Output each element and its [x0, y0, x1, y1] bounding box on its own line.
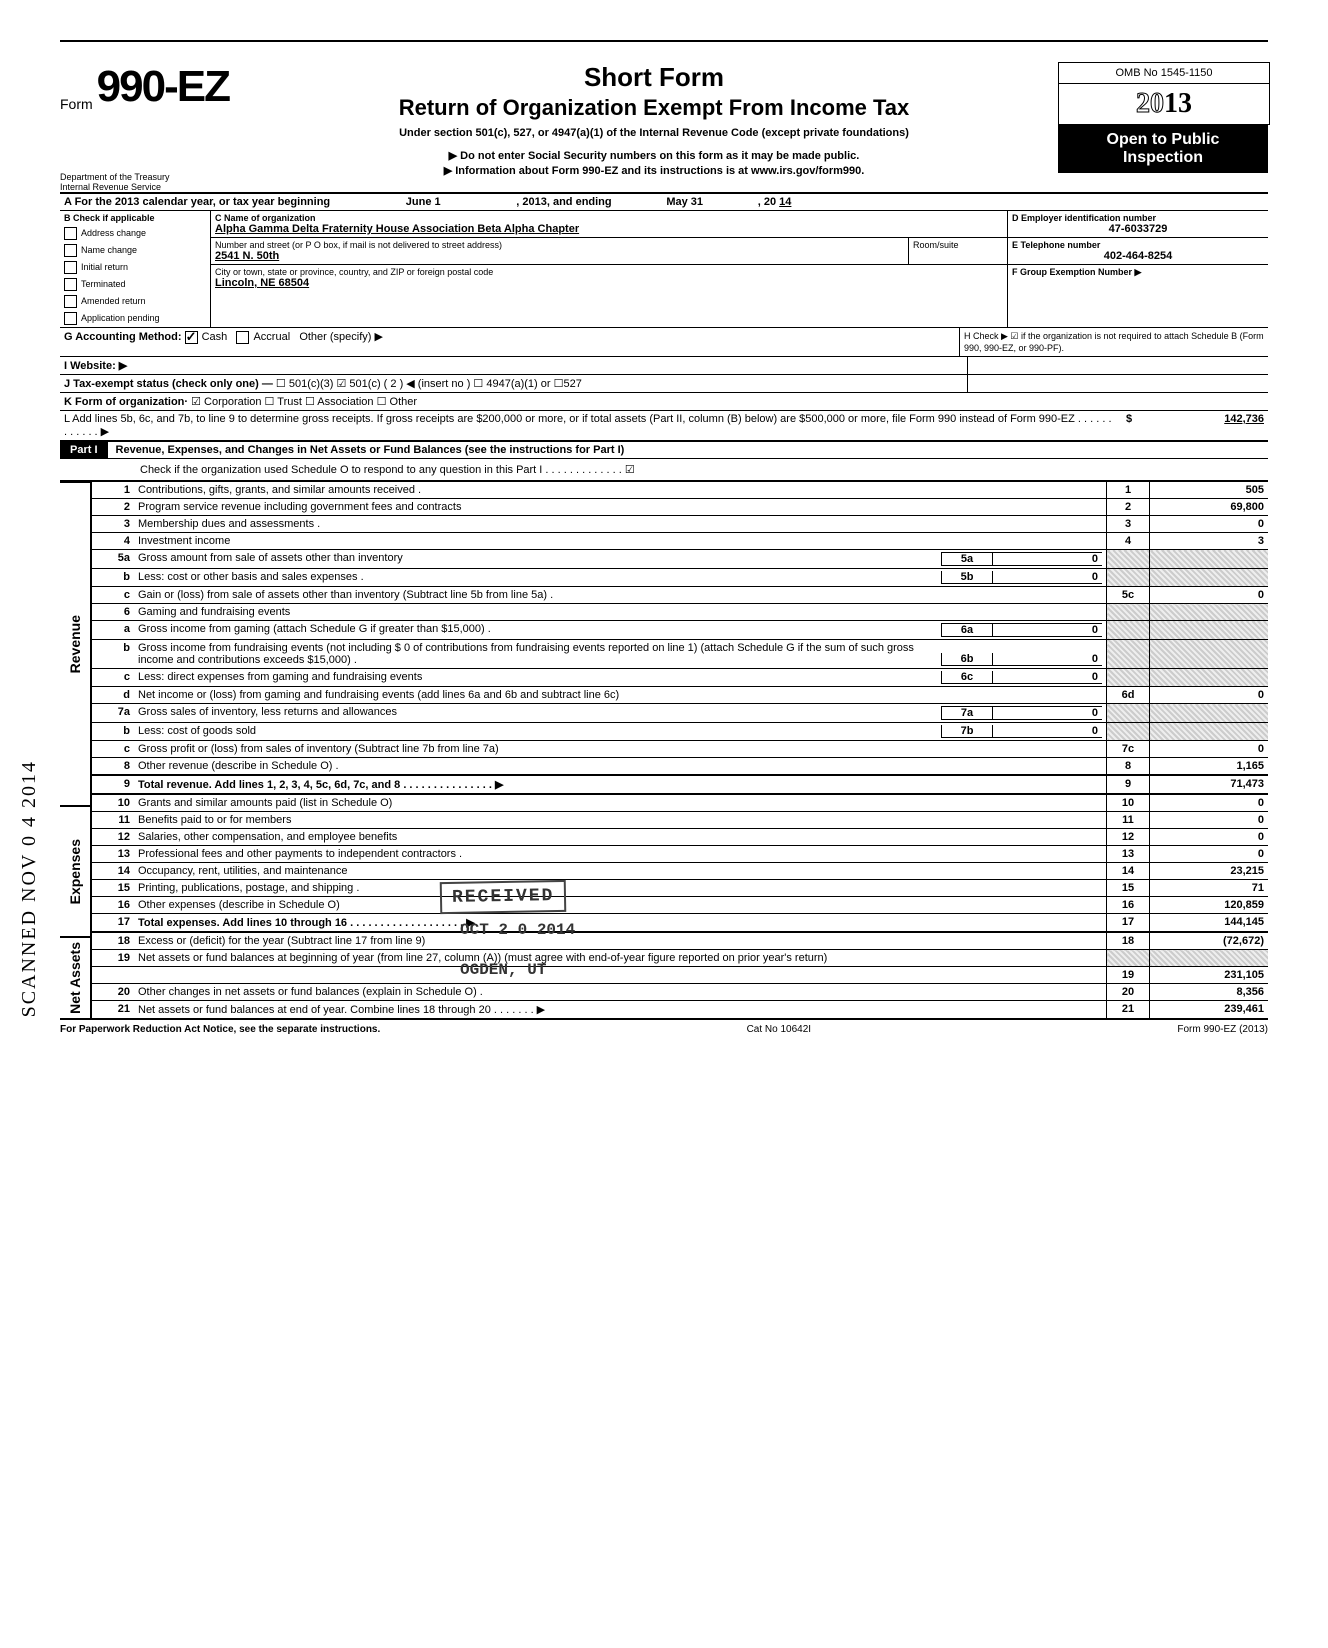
year-outline: 20	[1136, 88, 1164, 119]
line-a-begin: June 1	[333, 196, 513, 208]
line-g-label: G Accounting Method:	[64, 331, 182, 343]
box-e-label: E Telephone number	[1012, 240, 1264, 250]
line-a-mid: , 2013, and ending	[516, 196, 611, 208]
line-a-text: A For the 2013 calendar year, or tax yea…	[64, 196, 330, 208]
short-form-title: Short Form	[250, 62, 1058, 93]
part1-header: Part I Revenue, Expenses, and Changes in…	[60, 440, 1268, 459]
lines-table: 1Contributions, gifts, grants, and simil…	[92, 481, 1268, 1018]
line-l: L Add lines 5b, 6c, and 7b, to line 9 to…	[60, 410, 1268, 440]
line-a-yr-val: 14	[779, 196, 791, 208]
addr-label: Number and street (or P O box, if mail i…	[215, 240, 904, 250]
line-a-yr: , 20	[758, 196, 776, 208]
title-block: Short Form Return of Organization Exempt…	[250, 62, 1058, 179]
main-title: Return of Organization Exempt From Incom…	[250, 95, 1058, 121]
form-header: Form 990-EZ Department of the Treasury I…	[60, 62, 1268, 192]
line-l-text: L Add lines 5b, 6c, and 7b, to line 9 to…	[64, 413, 1114, 438]
line-k: K Form of organization· ☑ Corporation ☐ …	[60, 392, 1268, 410]
line-a-end: May 31	[615, 196, 755, 208]
label-expenses: Expenses	[65, 835, 85, 908]
box-f-label: F Group Exemption Number ▶	[1012, 267, 1264, 278]
checkbox-name-change[interactable]	[64, 244, 77, 257]
box-d-label: D Employer identification number	[1012, 213, 1264, 223]
form-word: Form	[60, 96, 93, 112]
subtitle-2: ▶ Do not enter Social Security numbers o…	[250, 149, 1058, 162]
checkbox-pending[interactable]	[64, 312, 77, 325]
line-h: H Check ▶ ☑ if the organization is not r…	[964, 331, 1264, 353]
omb-box: OMB No 1545-1150	[1058, 62, 1270, 84]
checkbox-terminated[interactable]	[64, 278, 77, 291]
box-c-label: C Name of organization	[215, 213, 1003, 223]
part1-body: Revenue Expenses Net Assets 1Contributio…	[60, 481, 1268, 1018]
section-labels: Revenue Expenses Net Assets	[60, 481, 92, 1018]
footer-right: Form 990-EZ (2013)	[1177, 1024, 1268, 1035]
checkbox-cash[interactable]	[185, 331, 198, 344]
line-l-dollar: $	[1114, 413, 1144, 438]
footer-mid: Cat No 10642I	[747, 1024, 812, 1035]
line-k-opts: ☑ Corporation ☐ Trust ☐ Association ☐ Ot…	[191, 396, 417, 408]
box-b: B Check if applicable Address change Nam…	[60, 211, 211, 327]
form-number-text: 990-EZ	[97, 62, 229, 112]
line-j: J Tax-exempt status (check only one) — ☐…	[60, 374, 1268, 392]
footer: For Paperwork Reduction Act Notice, see …	[60, 1018, 1268, 1035]
checkbox-amended[interactable]	[64, 295, 77, 308]
line-i-label: I Website: ▶	[64, 360, 127, 372]
line-i: I Website: ▶	[60, 356, 1268, 374]
open-inspection-box: Open to Public Inspection	[1058, 125, 1268, 173]
part1-label: Part I	[60, 442, 108, 458]
form-number: Form 990-EZ	[60, 62, 250, 112]
box-def: D Employer identification number 47-6033…	[1008, 211, 1268, 327]
scanned-stamp: SCANNED NOV 0 4 2014	[18, 760, 41, 1017]
city: Lincoln, NE 68504	[215, 277, 1003, 289]
checkbox-initial-return[interactable]	[64, 261, 77, 274]
box-c: C Name of organization Alpha Gamma Delta…	[211, 211, 1008, 327]
line-j-opts: ☐ 501(c)(3) ☑ 501(c) ( 2 ) ◀ (insert no …	[276, 378, 582, 390]
dept-text: Department of the Treasury Internal Reve…	[60, 172, 250, 192]
year-box: 2013	[1058, 84, 1270, 125]
part1-check: Check if the organization used Schedule …	[60, 459, 1268, 481]
checkbox-accrual[interactable]	[236, 331, 249, 344]
year-solid: 13	[1164, 88, 1192, 119]
info-block: B Check if applicable Address change Nam…	[60, 210, 1268, 327]
addr: 2541 N. 50th	[215, 250, 904, 262]
room-label: Room/suite	[913, 240, 1003, 250]
label-netassets: Net Assets	[65, 938, 85, 1018]
subtitle-1: Under section 501(c), 527, or 4947(a)(1)…	[250, 127, 1058, 139]
checkbox-address-change[interactable]	[64, 227, 77, 240]
line-a: A For the 2013 calendar year, or tax yea…	[60, 192, 1268, 210]
line-k-label: K Form of organization·	[64, 396, 188, 408]
footer-left: For Paperwork Reduction Act Notice, see …	[60, 1024, 380, 1035]
part1-title: Revenue, Expenses, and Changes in Net As…	[108, 444, 625, 456]
line-gh: G Accounting Method: Cash Accrual Other …	[60, 327, 1268, 356]
subtitle-3: ▶ Information about Form 990-EZ and its …	[250, 164, 1058, 177]
line-j-label: J Tax-exempt status (check only one) —	[64, 378, 273, 390]
label-revenue: Revenue	[65, 611, 85, 677]
ein: 47-6033729	[1012, 223, 1264, 235]
line-l-amount: 142,736	[1144, 413, 1264, 438]
right-header-boxes: OMB No 1545-1150 2013 Open to Public Ins…	[1058, 62, 1268, 173]
box-b-label: B Check if applicable	[60, 211, 210, 225]
city-label: City or town, state or province, country…	[215, 267, 1003, 277]
phone: 402-464-8254	[1012, 250, 1264, 262]
org-name: Alpha Gamma Delta Fraternity House Assoc…	[215, 223, 1003, 235]
